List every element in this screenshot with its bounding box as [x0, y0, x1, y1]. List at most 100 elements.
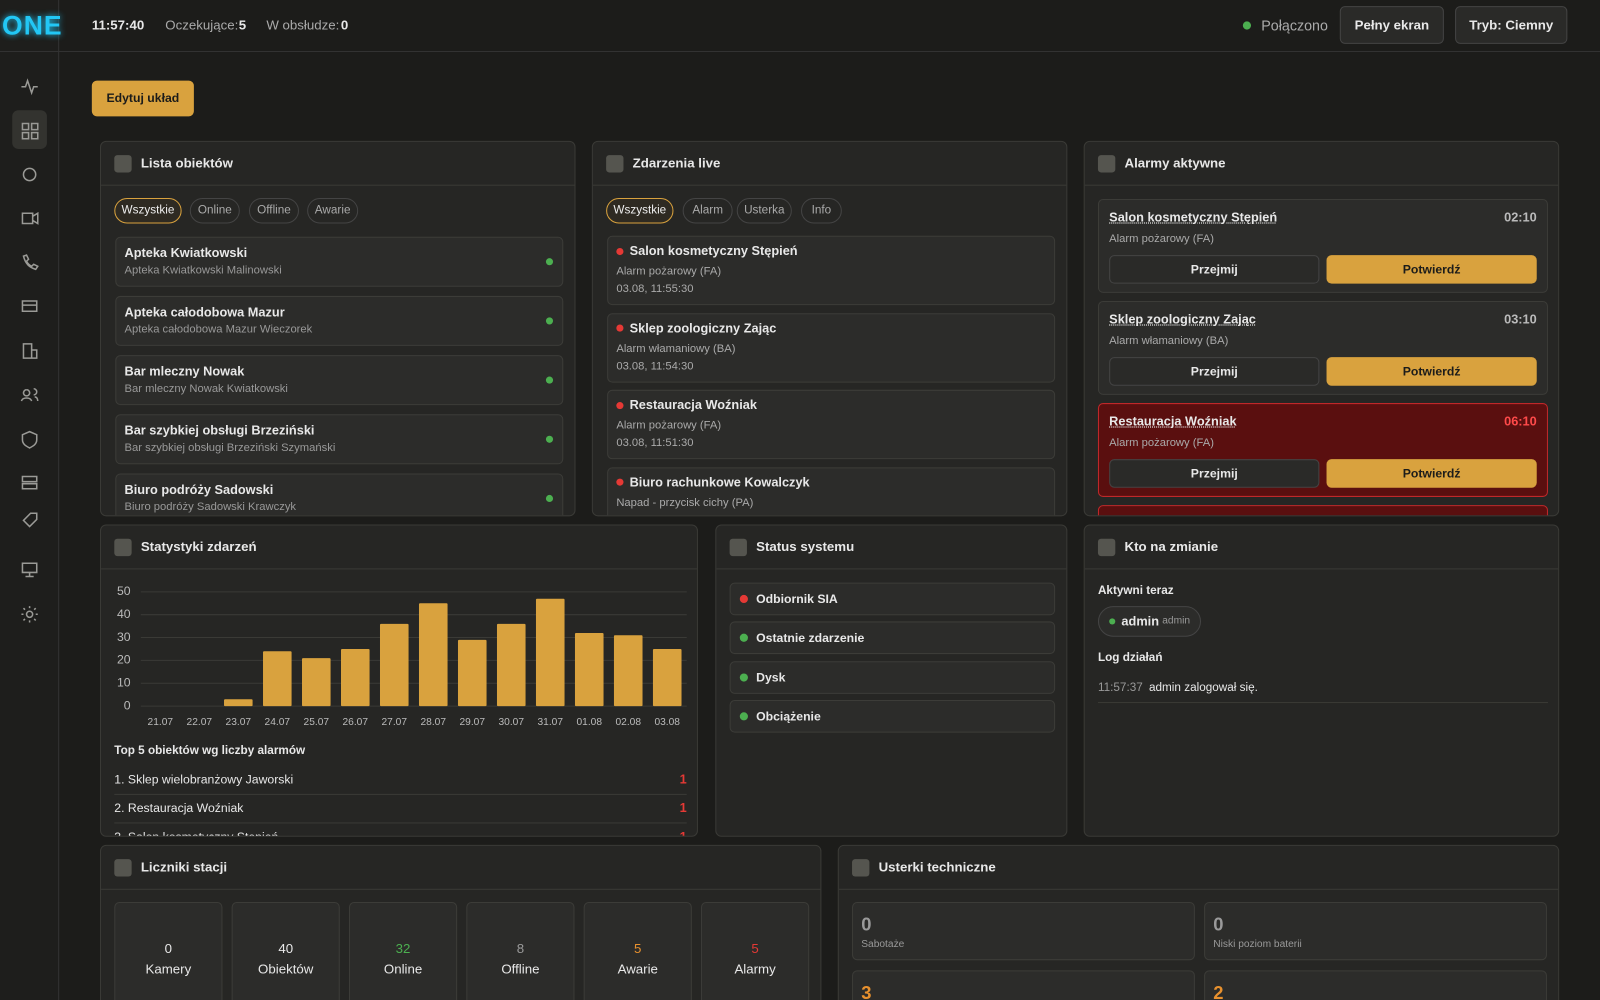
fault-box	[852, 970, 1195, 1000]
status-dot	[545, 494, 553, 502]
event-item[interactable]	[607, 235, 1056, 306]
confirm-button[interactable]: Potwierdź	[1326, 459, 1537, 488]
object-name: Apteka całodobowa Mazur	[124, 305, 285, 320]
faults-panel: Usterki techniczne 0 Sabotaże 0 Niski poziom…	[837, 844, 1560, 1000]
event-name: Restauracja Woźniak	[629, 397, 757, 413]
status-dot	[615, 324, 623, 332]
y-tick-label: 50	[117, 584, 131, 598]
system-name: Ostatnie zdarzenie	[756, 630, 865, 646]
panel-icon	[114, 155, 132, 173]
x-tick-label: 30.07	[499, 717, 525, 728]
confirm-button[interactable]: Potwierdź	[1326, 357, 1537, 386]
event-item[interactable]	[607, 389, 1056, 460]
stats-panel: Statystyki zdarzeń 0 10 20 30 40 50 21.07 22.07 2…	[99, 524, 698, 837]
object-item[interactable]	[115, 236, 564, 287]
event-type: Alarm pożarowy (FA)	[616, 265, 722, 278]
filter-pill[interactable]: Wszystkie	[114, 197, 182, 224]
connection-status: Połączono	[1261, 17, 1328, 34]
counter-label: Alarmy	[734, 961, 776, 977]
event-item[interactable]	[607, 466, 1056, 516]
filter-pill[interactable]: Awarie	[307, 197, 359, 224]
nav-icon[interactable]	[21, 475, 38, 490]
edit-layout-button[interactable]: Edytuj układ	[91, 80, 194, 117]
nav-icon[interactable]	[22, 343, 38, 359]
object-item[interactable]	[115, 295, 564, 346]
filter-pill[interactable]: Usterka	[736, 197, 792, 224]
system-name: Dysk	[756, 669, 786, 685]
alarm-timer: 02:10	[1504, 210, 1537, 225]
event-item[interactable]	[607, 312, 1056, 383]
confirm-button[interactable]: Potwierdź	[1326, 255, 1537, 284]
nav-icon[interactable]	[21, 78, 38, 96]
pending-count: 5	[238, 17, 247, 33]
object-sub: Biuro podróży Sadowski Krawczyk	[124, 501, 297, 514]
x-tick-label: 26.07	[343, 717, 369, 728]
panel-header	[101, 526, 697, 570]
panel-icon	[1097, 538, 1116, 557]
nav-icon[interactable]	[21, 606, 38, 623]
object-item[interactable]	[115, 414, 564, 465]
filter-pill[interactable]: Offline	[248, 197, 299, 224]
panel-title: Statystyki zdarzeń	[140, 538, 257, 555]
object-item[interactable]	[115, 355, 564, 406]
in-service-count: 0	[340, 17, 349, 33]
system-item	[729, 699, 1056, 733]
take-button[interactable]: Przejmij	[1109, 459, 1320, 488]
bar	[457, 639, 487, 707]
header-bar	[0, 0, 1600, 53]
y-tick-label: 20	[117, 653, 131, 667]
panel-title: Status systemu	[756, 538, 855, 555]
filter-pill[interactable]: Info	[801, 197, 842, 224]
panel-icon	[729, 538, 747, 557]
counter-box	[583, 902, 692, 1000]
theme-button[interactable]: Tryb: Ciemny	[1455, 6, 1568, 44]
system-panel: Status systemu Odbiornik SIA Ostatnie zdar…	[715, 524, 1068, 837]
filter-pill[interactable]: Alarm	[682, 197, 733, 224]
fault-value: 0	[861, 914, 872, 935]
alarm-timer: 06:10	[1504, 414, 1537, 429]
x-tick-label: 29.07	[460, 717, 486, 728]
bar	[652, 648, 682, 707]
sidebar-icons	[12, 78, 47, 623]
panel-title: Zdarzenia live	[632, 155, 721, 171]
panel-header	[838, 846, 1559, 890]
object-item[interactable]	[115, 473, 564, 516]
x-tick-label: 21.07	[148, 717, 174, 728]
panel-header	[1084, 526, 1559, 570]
panel-icon	[1097, 155, 1116, 173]
nav-icon[interactable]	[21, 211, 39, 225]
bar	[302, 658, 331, 707]
system-item	[729, 660, 1056, 694]
nav-icon[interactable]	[21, 122, 39, 140]
counter-box	[466, 902, 575, 1000]
counter-value: 5	[634, 940, 642, 957]
x-tick-label: 23.07	[226, 717, 252, 728]
filter-pill[interactable]: Wszystkie	[606, 197, 674, 224]
nav-icon[interactable]	[22, 254, 39, 271]
nav-icon[interactable]	[21, 562, 38, 578]
nav-icon[interactable]	[21, 300, 38, 312]
object-name: Apteka Kwiatkowski	[124, 245, 248, 261]
panel-title: Lista obiektów	[140, 155, 233, 171]
top-title: Top 5 obiektów wg liczby alarmów	[114, 744, 306, 758]
fault-label: Sabotaże	[861, 938, 905, 950]
nav-icon[interactable]	[21, 430, 38, 449]
separator	[114, 822, 687, 824]
status-dot	[739, 594, 748, 604]
event-type: Napad - przycisk cichy (PA)	[616, 496, 754, 509]
nav-icon[interactable]	[25, 610, 34, 619]
event-time: 03.08, 11:51:30	[616, 436, 694, 449]
nav-icon[interactable]	[22, 512, 38, 528]
nav-icon[interactable]	[22, 167, 37, 182]
bar	[340, 648, 370, 707]
nav-icon[interactable]	[20, 388, 39, 402]
separator	[114, 793, 687, 795]
counter-label: Obiektów	[258, 961, 314, 977]
take-button[interactable]: Przejmij	[1109, 255, 1320, 284]
fullscreen-button[interactable]: Pełny ekran	[1339, 6, 1444, 44]
take-button[interactable]: Przejmij	[1109, 357, 1320, 386]
filter-pill[interactable]: Online	[189, 197, 240, 224]
object-sub: Apteka Kwiatkowski Malinowski	[124, 264, 282, 277]
panel-header	[101, 846, 821, 890]
status-dot	[1242, 21, 1252, 30]
